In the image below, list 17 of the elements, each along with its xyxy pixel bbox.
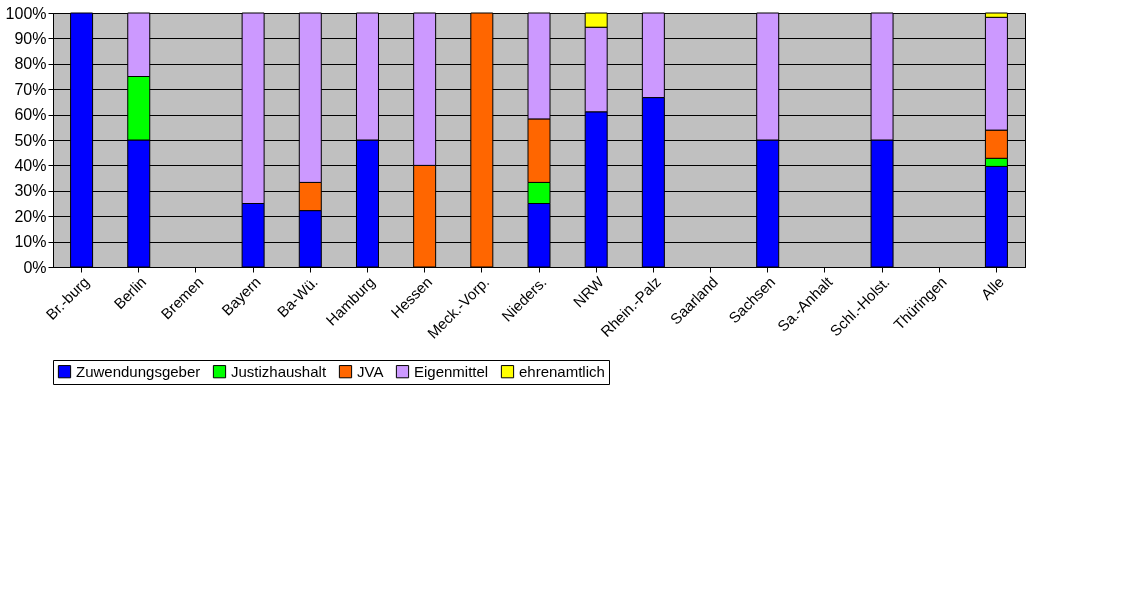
y-tick-label: 90% (14, 29, 47, 47)
y-tick-label: 20% (14, 207, 47, 225)
x-tick-label: Alle (977, 273, 1008, 303)
legend-label: Zuwendungsgeber (76, 362, 201, 380)
y-tick-label: 60% (14, 106, 47, 124)
y-tick-label: 40% (14, 156, 47, 174)
y-tick-label: 80% (14, 55, 47, 73)
y-tick-label: 30% (14, 182, 47, 200)
y-tick-label: 0% (23, 258, 47, 276)
legend-label: ehrenamtlich (519, 362, 605, 380)
legend-label: JVA (357, 362, 384, 380)
legend-label: Eigenmittel (414, 362, 489, 380)
y-tick-label: 10% (14, 233, 47, 251)
y-tick-label: 50% (14, 131, 47, 149)
y-tick-label: 100% (5, 4, 47, 22)
legend-label: Justizhaushalt (231, 362, 327, 380)
y-tick-label: 70% (14, 80, 47, 98)
